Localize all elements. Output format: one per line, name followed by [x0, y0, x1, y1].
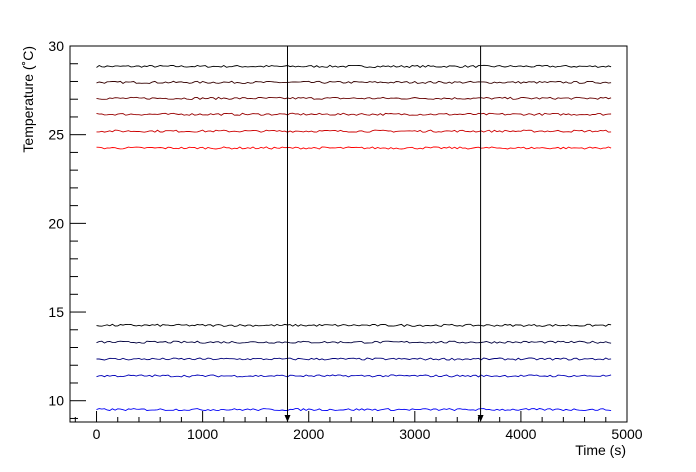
series-line-10	[96, 374, 612, 378]
series-lines	[96, 64, 612, 412]
x-tick-label: 0	[93, 426, 101, 442]
y-tick-label: 15	[48, 304, 64, 320]
series-line-5	[96, 129, 612, 133]
series-line-9	[96, 357, 612, 361]
series-line-1	[96, 64, 612, 69]
y-tick-label: 30	[48, 38, 64, 54]
x-tick-label: 4000	[505, 426, 536, 442]
vertical-markers	[284, 46, 484, 422]
series-line-3	[96, 96, 612, 100]
x-axis-title: Time (s)	[575, 442, 626, 458]
marker-arrow-1	[284, 415, 291, 422]
series-line-7	[96, 323, 612, 327]
plot-frame	[69, 45, 628, 423]
y-tick-label: 20	[48, 215, 64, 231]
y-axis-ticks: 10 15 20 25 30	[48, 38, 86, 419]
series-line-11	[96, 408, 612, 412]
x-tick-label: 1000	[187, 426, 218, 442]
series-line-2	[96, 80, 612, 84]
x-tick-label: 2000	[293, 426, 324, 442]
x-tick-label: 3000	[399, 426, 430, 442]
marker-arrow-2	[477, 415, 484, 422]
series-line-6	[96, 146, 612, 150]
x-axis-ticks: 0 1000 2000 3000 4000 5000	[74, 411, 643, 442]
y-axis-title: Temperature (˚C)	[20, 46, 36, 153]
y-tick-label: 10	[48, 393, 64, 409]
x-tick-label: 5000	[611, 426, 642, 442]
series-line-4	[96, 112, 612, 116]
series-line-8	[96, 340, 612, 344]
y-tick-label: 25	[48, 127, 64, 143]
